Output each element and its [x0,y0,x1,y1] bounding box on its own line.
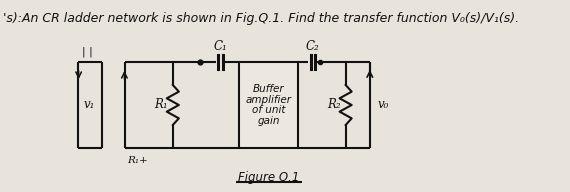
Text: Buffer: Buffer [253,84,284,94]
Text: of unit: of unit [252,105,286,115]
Text: v₁: v₁ [84,98,95,112]
Text: amplifier: amplifier [246,95,292,105]
Text: 's):An CR ladder network is shown in Fig.Q.1. Find the transfer function V₀(s)/V: 's):An CR ladder network is shown in Fig… [3,12,520,25]
Text: | |: | | [82,47,93,57]
Text: R₁: R₁ [154,98,168,112]
Text: C₁: C₁ [214,41,227,54]
Text: R₁+: R₁+ [127,156,148,165]
Text: R₂: R₂ [327,98,340,112]
Bar [239,62,298,148]
Text: Figure Q.1: Figure Q.1 [238,171,299,185]
Text: gain: gain [258,116,280,126]
Text: C₂: C₂ [306,41,320,54]
Text: v₀: v₀ [377,98,389,112]
